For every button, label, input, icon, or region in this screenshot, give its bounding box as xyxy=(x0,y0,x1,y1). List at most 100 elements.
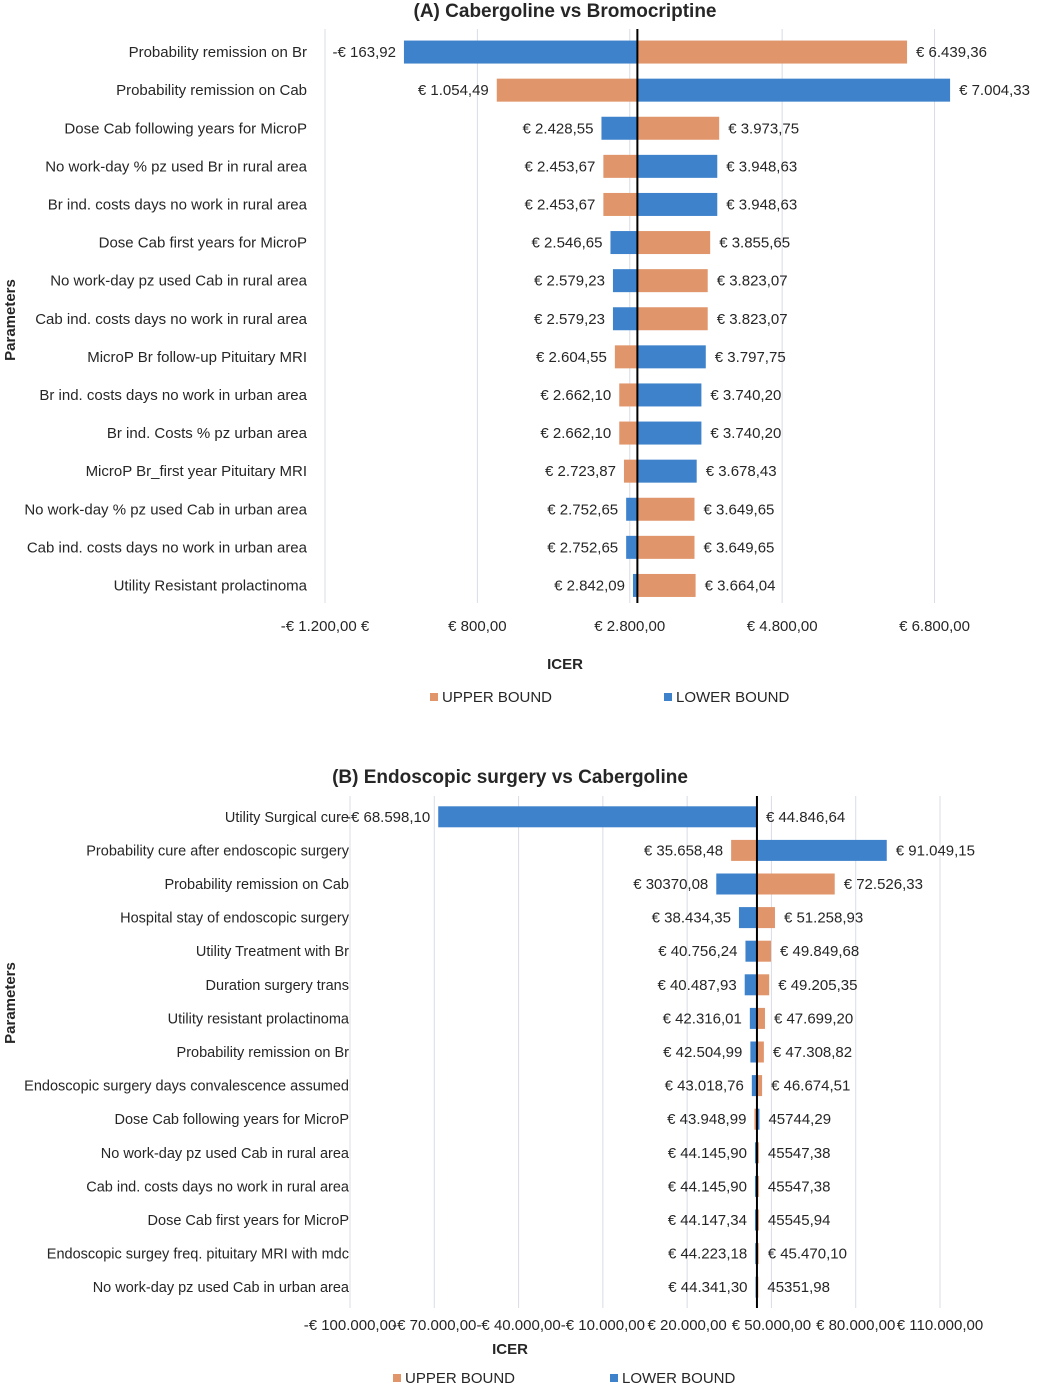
bar-lower-bound xyxy=(756,839,887,861)
value-label-right: € 72.526,33 xyxy=(844,876,923,893)
value-label-right: € 3.855,65 xyxy=(719,235,790,252)
parameter-label: Utility Resistant prolactinoma xyxy=(114,577,308,594)
bar-upper-bound xyxy=(756,907,775,929)
parameter-label: Cab ind. costs days no work in rural are… xyxy=(35,311,307,328)
value-label-right: € 3.973,75 xyxy=(728,120,799,137)
parameter-label: Dose Cab first years for MicroP xyxy=(148,1213,349,1229)
value-label-left: € 2.579,23 xyxy=(534,273,605,290)
value-label-right: 45547,38 xyxy=(768,1178,831,1195)
parameter-label: Dose Cab following years for MicroP xyxy=(114,1112,349,1128)
parameter-label: Br ind. costs days no work in urban area xyxy=(39,387,307,404)
parameter-label: Probability remission on Br xyxy=(177,1045,350,1061)
parameter-label: Br ind. costs days no work in rural area xyxy=(48,196,308,213)
value-label-left: € 44.145,90 xyxy=(668,1178,747,1195)
value-label-right: € 3.948,63 xyxy=(726,158,797,175)
bar-lower-bound xyxy=(626,497,638,521)
chart-b: (B) Endoscopic surgery vs Cabergoline -€ … xyxy=(2,767,983,1387)
parameter-label: Br ind. Costs % pz urban area xyxy=(107,425,308,442)
parameter-label: No work-day pz used Cab in rural area xyxy=(101,1146,350,1162)
bar-upper-bound xyxy=(756,974,770,996)
bar-lower-bound xyxy=(632,573,638,597)
parameter-label: Duration surgery trans xyxy=(206,978,349,994)
parameter-label: Cab ind. costs days no work in rural are… xyxy=(86,1179,350,1195)
value-label-right: € 3.823,07 xyxy=(717,273,788,290)
value-label-right: € 49.849,68 xyxy=(780,943,859,960)
value-label-right: € 3.740,20 xyxy=(710,425,781,442)
bar-upper-bound xyxy=(756,1041,764,1063)
value-label-left: € 2.546,65 xyxy=(532,235,603,252)
value-label-left: € 2.662,10 xyxy=(540,387,611,404)
value-label-right: € 3.678,43 xyxy=(706,463,777,480)
value-label-right: € 3.664,04 xyxy=(705,577,776,594)
value-label-right: € 91.049,15 xyxy=(896,842,975,859)
parameter-label: No work-day % pz used Br in rural area xyxy=(45,158,307,175)
value-label-right: € 45.470,10 xyxy=(768,1246,847,1263)
value-label-left: € 44.223,18 xyxy=(668,1246,747,1263)
bar-upper-bound xyxy=(731,839,757,861)
y-axis-title: Parameters xyxy=(2,279,19,361)
bar-upper-bound xyxy=(603,154,638,178)
legend-lower-label: LOWER BOUND xyxy=(676,689,790,706)
x-tick-label: € 20.000,00 xyxy=(648,1317,727,1334)
bar-upper-bound xyxy=(603,192,638,216)
bar-lower-bound xyxy=(756,1108,760,1130)
value-label-right: € 47.308,82 xyxy=(773,1044,852,1061)
value-label-right: 45545,94 xyxy=(768,1212,831,1229)
value-label-right: 45351,98 xyxy=(767,1279,830,1296)
value-label-right: € 3.740,20 xyxy=(710,387,781,404)
legend-lower-swatch xyxy=(610,1374,618,1382)
parameter-label: Utility resistant prolactinoma xyxy=(168,1011,350,1027)
bar-lower-bound xyxy=(749,1007,757,1029)
bar-lower-bound xyxy=(744,974,757,996)
x-tick-label: € 110.000,00 xyxy=(897,1317,983,1334)
value-label-left: € 30370,08 xyxy=(633,876,708,893)
bar-upper-bound xyxy=(756,873,835,895)
chart-title: (A) Cabergoline vs Bromocriptine xyxy=(414,1,717,22)
parameter-label: Endoscopic surgey freq. pituitary MRI wi… xyxy=(47,1247,349,1263)
value-label-right: 45744,29 xyxy=(768,1111,831,1128)
value-label-left: € 43.018,76 xyxy=(665,1078,744,1095)
bar-upper-bound xyxy=(637,269,708,293)
bar-lower-bound xyxy=(637,78,951,102)
x-tick-label: € 80.000,00 xyxy=(816,1317,895,1334)
bar-upper-bound xyxy=(637,497,695,521)
bar-upper-bound xyxy=(637,116,720,140)
value-label-left: € 44.147,34 xyxy=(668,1212,747,1229)
value-label-right: € 3.649,65 xyxy=(703,501,774,518)
x-tick-label: € 50.000,00 xyxy=(732,1317,811,1334)
bar-upper-bound xyxy=(619,383,638,407)
value-label-left: € 2.662,10 xyxy=(540,425,611,442)
bar-lower-bound xyxy=(716,873,757,895)
value-label-right: € 46.674,51 xyxy=(771,1078,850,1095)
x-axis-title: ICER xyxy=(492,1341,528,1358)
value-label-left: € 2.453,67 xyxy=(524,196,595,213)
chart-title: (B) Endoscopic surgery vs Cabergoline xyxy=(332,767,688,788)
parameter-label: Hospital stay of endoscopic surgery xyxy=(120,911,350,927)
value-label-right: € 47.699,20 xyxy=(774,1010,853,1027)
value-label-left: -€ 163,92 xyxy=(333,44,396,61)
x-tick-label: -€ 40.000,00 xyxy=(476,1317,560,1334)
parameter-label: Probability cure after endoscopic surger… xyxy=(86,843,349,859)
value-label-right: € 44.846,64 xyxy=(766,809,845,826)
parameter-label: Utility Surgical cure xyxy=(225,810,349,826)
y-axis-title: Parameters xyxy=(2,962,19,1044)
value-label-right: € 51.258,93 xyxy=(784,910,863,927)
bar-lower-bound xyxy=(601,116,638,140)
legend-lower-label: LOWER BOUND xyxy=(622,1370,736,1387)
bar-lower-bound xyxy=(610,231,638,255)
bar-upper-bound xyxy=(756,1007,765,1029)
parameter-label: Utility Treatment with Br xyxy=(196,944,349,960)
parameter-label: Probability remission on Cab xyxy=(164,877,349,893)
bar-lower-bound xyxy=(637,154,718,178)
bar-upper-bound xyxy=(637,40,908,64)
bar-lower-bound xyxy=(637,192,718,216)
value-label-left: € 1.054,49 xyxy=(418,82,489,99)
bar-upper-bound xyxy=(619,421,638,445)
parameter-label: Dose Cab following years for MicroP xyxy=(64,120,307,137)
parameter-label: MicroP Br_first year Pituitary MRI xyxy=(86,463,307,480)
x-tick-label: -€ 100.000,00 xyxy=(304,1317,397,1334)
bar-lower-bound xyxy=(750,1041,757,1063)
bar-lower-bound xyxy=(438,806,757,828)
bar-upper-bound xyxy=(614,345,638,369)
value-label-left: € 2.604,55 xyxy=(536,349,607,366)
